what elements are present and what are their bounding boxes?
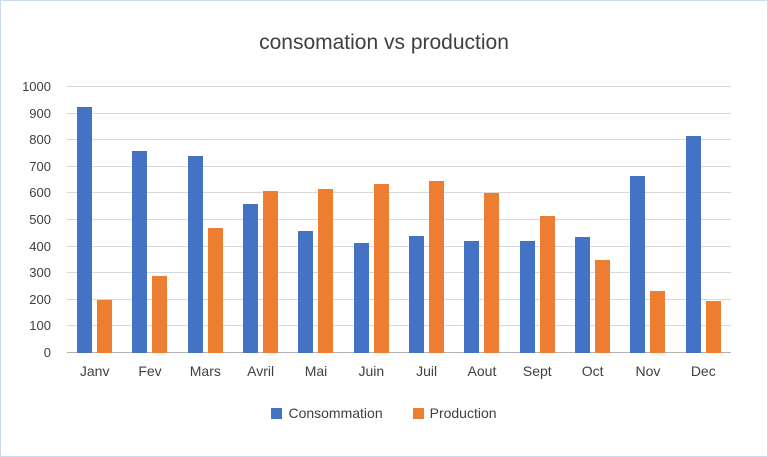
y-tick-label-300: 300 <box>29 265 51 281</box>
x-tick-label-avril: Avril <box>247 363 275 379</box>
plot-area <box>67 86 731 353</box>
y-tick-label-400: 400 <box>29 238 51 254</box>
bar-group-avril <box>233 87 288 353</box>
x-tick-label-dec: Dec <box>690 363 716 379</box>
gridline-400 <box>67 245 731 247</box>
y-tick-label-700: 700 <box>29 158 51 174</box>
bar-production-juil <box>429 181 445 353</box>
x-tick-label-sept: Sept <box>522 363 552 379</box>
bar-production-oct <box>595 259 611 353</box>
bar-group-juin <box>344 87 399 353</box>
y-tick-label-800: 800 <box>29 132 51 148</box>
x-axis: Janv Fev Mars Avril Mai Juin Juil Aout Sept Oct No… <box>67 363 731 379</box>
y-axis: 0 100 200 300 400 500 600 700 800 900 1000 <box>1 79 59 360</box>
bar-group-fev <box>122 87 177 353</box>
bar-consommation-juin <box>353 242 369 353</box>
bar-consommation-janv <box>77 106 93 353</box>
gridline-600 <box>67 192 731 194</box>
bar-consommation-mai <box>298 230 314 353</box>
bar-group-nov <box>620 87 675 353</box>
legend-label-consommation: Consommation <box>288 405 383 421</box>
legend-item-production: Production <box>412 405 497 421</box>
bar-consommation-oct <box>575 237 591 353</box>
x-tick-label-janv: Janv <box>79 363 110 379</box>
bar-consommation-sept <box>519 241 535 353</box>
bar-groups <box>67 87 731 353</box>
y-tick-label-0: 0 <box>43 345 51 360</box>
y-tick-label-900: 900 <box>29 105 51 121</box>
bar-production-dec <box>705 301 721 353</box>
bar-production-aout <box>484 193 500 353</box>
bar-consommation-aout <box>464 241 480 353</box>
x-tick-label-juin: Juin <box>358 363 385 379</box>
x-tick-label-mai: Mai <box>304 363 328 379</box>
bar-production-juin <box>373 184 389 353</box>
chart-title: consomation vs production <box>259 31 509 54</box>
x-tick-label-aout: Aout <box>467 363 497 379</box>
gridline-700 <box>67 165 731 167</box>
gridline-0 <box>67 352 731 353</box>
bar-production-mai <box>318 189 334 353</box>
bar-group-dec <box>676 87 731 353</box>
gridline-300 <box>67 272 731 274</box>
y-tick-label-100: 100 <box>29 318 51 334</box>
y-tick-label-200: 200 <box>29 291 51 307</box>
bar-group-mai <box>288 87 343 353</box>
y-tick-label-1000: 1000 <box>22 79 51 94</box>
gridline-500 <box>67 219 731 220</box>
bar-consommation-nov <box>630 176 646 353</box>
legend-item-consommation: Consommation <box>271 405 383 421</box>
bar-consommation-juil <box>409 235 425 353</box>
gridline-800 <box>67 139 731 141</box>
gridline-900 <box>67 112 731 114</box>
legend-swatch-production <box>412 407 424 419</box>
x-tick-label-juil: Juil <box>416 363 438 379</box>
bar-production-avril <box>263 190 279 353</box>
bar-group-mars <box>178 87 233 353</box>
bar-production-janv <box>97 299 113 353</box>
legend-swatch-consommation <box>271 407 283 419</box>
bar-production-sept <box>539 216 555 353</box>
bar-group-aout <box>454 87 509 353</box>
gridline-1000 <box>67 86 731 87</box>
bar-production-nov <box>650 290 666 353</box>
bar-consommation-avril <box>243 204 259 353</box>
legend: Consommation Production <box>1 405 767 421</box>
bar-production-mars <box>207 227 223 353</box>
x-tick-label-nov: Nov <box>635 363 661 379</box>
bar-group-juil <box>399 87 454 353</box>
bar-consommation-mars <box>187 156 203 353</box>
gridline-100 <box>67 325 731 327</box>
x-tick-label-mars: Mars <box>189 363 221 379</box>
legend-label-production: Production <box>429 405 497 421</box>
bar-group-oct <box>565 87 620 353</box>
bar-consommation-dec <box>685 136 701 353</box>
x-tick-label-fev: Fev <box>138 363 162 379</box>
bar-group-sept <box>510 87 565 353</box>
y-tick-label-500: 500 <box>29 212 51 227</box>
gridline-200 <box>67 298 731 300</box>
bar-production-fev <box>152 275 168 353</box>
bar-consommation-fev <box>132 150 148 353</box>
bar-group-janv <box>67 87 122 353</box>
y-tick-label-600: 600 <box>29 185 51 201</box>
x-tick-label-oct: Oct <box>581 363 604 379</box>
